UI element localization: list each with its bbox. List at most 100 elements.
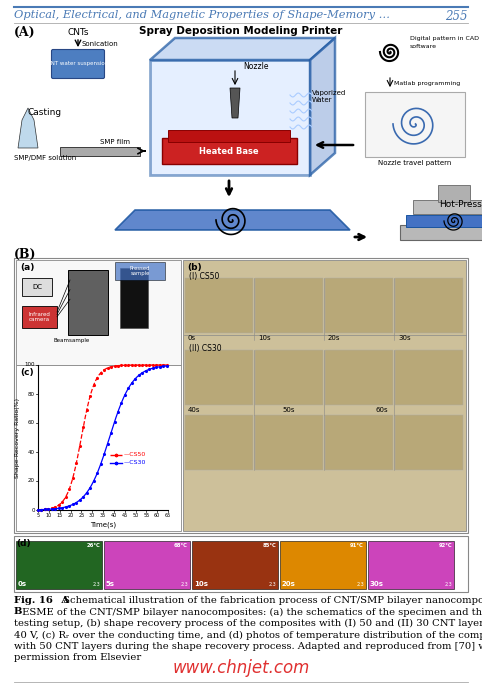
Polygon shape xyxy=(310,38,335,175)
Text: 2.3: 2.3 xyxy=(92,582,100,587)
Bar xyxy=(16,541,102,589)
Text: 45: 45 xyxy=(121,513,128,518)
Text: 20: 20 xyxy=(28,478,35,484)
Bar xyxy=(60,147,140,156)
Polygon shape xyxy=(18,108,38,148)
Bar xyxy=(183,260,466,531)
Text: SMP film: SMP film xyxy=(100,139,130,145)
Text: 100: 100 xyxy=(25,363,35,367)
Text: CNT water suspension: CNT water suspension xyxy=(47,62,108,66)
Bar xyxy=(150,60,310,175)
Bar xyxy=(192,541,278,589)
Text: 35: 35 xyxy=(100,513,106,518)
Bar xyxy=(325,415,393,470)
Text: 60: 60 xyxy=(154,513,161,518)
Text: (I) CS50: (I) CS50 xyxy=(189,272,219,281)
Text: with 50 CNT layers during the shape recovery process. Adapted and reproduced fro: with 50 CNT layers during the shape reco… xyxy=(14,642,482,651)
Bar xyxy=(406,215,482,227)
Text: 0s: 0s xyxy=(18,581,27,587)
Bar xyxy=(22,306,57,328)
Text: 25: 25 xyxy=(78,513,84,518)
Text: 0s: 0s xyxy=(188,335,196,341)
Text: 50: 50 xyxy=(133,513,139,518)
Bar xyxy=(168,130,290,142)
Text: 65: 65 xyxy=(165,513,171,518)
Text: 10s: 10s xyxy=(258,335,270,341)
Bar xyxy=(255,350,323,405)
Text: Spray Deposition Modeling Printer: Spray Deposition Modeling Printer xyxy=(139,26,343,36)
Text: 50s: 50s xyxy=(282,407,295,413)
Text: 10s: 10s xyxy=(194,581,208,587)
Text: 5s: 5s xyxy=(106,581,115,587)
Text: 15: 15 xyxy=(56,513,63,518)
Bar xyxy=(16,365,181,531)
Text: 91°C: 91°C xyxy=(350,543,364,548)
Bar xyxy=(14,258,468,533)
Text: 85°C: 85°C xyxy=(262,543,276,548)
Text: testing setup, (b) shape recovery process of the composites with (I) 50 and (II): testing setup, (b) shape recovery proces… xyxy=(14,619,482,628)
Text: permission from Elsevier: permission from Elsevier xyxy=(14,653,141,662)
Bar xyxy=(120,268,148,328)
Text: 40 V, (c) Rᵣ over the conducting time, and (d) photos of temperature distributio: 40 V, (c) Rᵣ over the conducting time, a… xyxy=(14,630,482,639)
Text: Infrared
camera: Infrared camera xyxy=(28,311,50,322)
Text: 68°C: 68°C xyxy=(174,543,188,548)
Text: (II) CS30: (II) CS30 xyxy=(189,344,222,353)
Bar xyxy=(22,278,52,296)
Text: Heated Base: Heated Base xyxy=(199,147,259,156)
Bar xyxy=(115,262,165,280)
Text: 30s: 30s xyxy=(370,581,384,587)
Text: Optical, Electrical, and Magnetic Properties of Shape-Memory …: Optical, Electrical, and Magnetic Proper… xyxy=(14,10,390,20)
Text: (c): (c) xyxy=(20,368,34,377)
Text: 60s: 60s xyxy=(376,407,388,413)
Text: SMP/DMF solution: SMP/DMF solution xyxy=(14,155,76,161)
Text: (a): (a) xyxy=(20,263,34,272)
Text: DC: DC xyxy=(32,284,42,290)
Text: Pressed
sample: Pressed sample xyxy=(130,266,150,276)
Text: Sonication: Sonication xyxy=(82,41,119,47)
Text: (B): (B) xyxy=(14,248,37,261)
Text: 60: 60 xyxy=(28,421,35,426)
Text: Beamsample: Beamsample xyxy=(54,338,90,343)
Text: software: software xyxy=(410,44,437,49)
Text: 2.3: 2.3 xyxy=(180,582,188,587)
Polygon shape xyxy=(115,210,350,230)
Text: 20s: 20s xyxy=(328,335,340,341)
Text: 10: 10 xyxy=(46,513,52,518)
Text: 20: 20 xyxy=(67,513,74,518)
Text: Digital pattern in CAD: Digital pattern in CAD xyxy=(410,36,479,41)
Bar xyxy=(185,278,253,333)
Text: CNTs: CNTs xyxy=(67,28,89,37)
Text: 2.3: 2.3 xyxy=(444,582,452,587)
Text: —CS30: —CS30 xyxy=(124,460,147,466)
Polygon shape xyxy=(230,88,240,118)
FancyBboxPatch shape xyxy=(52,50,105,78)
Text: 255: 255 xyxy=(445,10,468,23)
Bar xyxy=(104,541,190,589)
Text: 5: 5 xyxy=(37,513,40,518)
Text: ESME of the CNT/SMP bilayer nanocomposites: (a) the schematics of the specimen a: ESME of the CNT/SMP bilayer nanocomposit… xyxy=(19,608,482,617)
Text: 2.3: 2.3 xyxy=(268,582,276,587)
Text: 40s: 40s xyxy=(188,407,201,413)
Text: 0: 0 xyxy=(31,507,35,513)
Bar xyxy=(395,350,463,405)
Bar xyxy=(395,415,463,470)
Bar xyxy=(368,541,454,589)
Bar xyxy=(325,278,393,333)
Bar xyxy=(14,536,468,592)
Bar xyxy=(162,138,297,164)
Bar xyxy=(255,415,323,470)
Polygon shape xyxy=(150,38,335,60)
Text: (A): (A) xyxy=(14,26,36,39)
Text: Casting: Casting xyxy=(28,108,62,117)
Text: (b): (b) xyxy=(187,263,201,272)
Text: (d): (d) xyxy=(16,539,31,548)
Text: 30: 30 xyxy=(89,513,95,518)
Bar xyxy=(413,200,482,214)
Text: Hot-Press: Hot-Press xyxy=(439,200,482,209)
Bar xyxy=(185,350,253,405)
Bar xyxy=(400,225,482,240)
Text: 92°C: 92°C xyxy=(438,543,452,548)
Text: Fig. 16  A: Fig. 16 A xyxy=(14,596,69,605)
Text: 26°C: 26°C xyxy=(86,543,100,548)
Bar xyxy=(438,185,470,202)
